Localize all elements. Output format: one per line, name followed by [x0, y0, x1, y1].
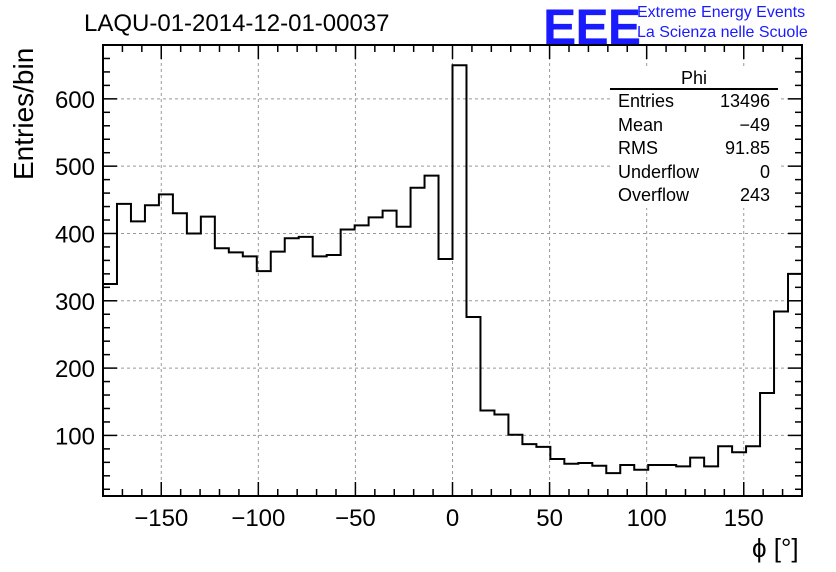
x-tick-label: 100	[627, 505, 667, 532]
stats-title: Phi	[610, 68, 778, 90]
x-tick-label: 150	[724, 505, 764, 532]
stats-row-entries: Entries 13496	[610, 90, 778, 114]
stats-label: Mean	[618, 114, 664, 135]
x-tick-label: 50	[536, 505, 563, 532]
y-tick-label: 100	[55, 423, 95, 450]
logo-text-line2: La Scienza nelle Scuole	[637, 24, 808, 41]
tick-labels: −150 −100 −50 0 50 100 150 100 200 300 400 500 600	[55, 87, 764, 532]
stats-value: 0	[759, 161, 770, 182]
stats-label: Entries	[618, 91, 675, 111]
stats-row-rms: RMS 91.85	[610, 137, 778, 161]
x-axis-label: ϕ [°]	[752, 533, 799, 563]
stats-row-underflow: Underflow 0	[610, 161, 778, 185]
x-tick-label: −100	[231, 505, 285, 532]
y-tick-label: 200	[55, 356, 95, 383]
x-tick-label: −50	[335, 505, 376, 532]
stats-value: 243	[739, 185, 770, 205]
y-tick-label: 400	[55, 221, 95, 248]
stats-row-mean: Mean −49	[610, 114, 778, 138]
axis-ticks	[102, 44, 803, 496]
stats-label: RMS	[618, 138, 658, 158]
stats-row-overflow: Overflow 243	[610, 184, 778, 208]
stats-box: Phi Entries 13496 Mean −49 RMS 91.85 Und…	[610, 68, 778, 208]
x-tick-label: −150	[134, 505, 188, 532]
histogram-series	[102, 64, 803, 496]
x-tick-label: 0	[446, 505, 459, 532]
y-tick-label: 300	[55, 289, 95, 316]
y-tick-label: 600	[55, 87, 95, 114]
stats-value: −49	[739, 114, 770, 135]
stats-label: Overflow	[618, 185, 690, 205]
y-axis-label: Entries/bin	[8, 47, 39, 180]
eee-logo: EEE	[543, 0, 641, 55]
stats-value: 13496	[719, 91, 770, 111]
stats-label: Underflow	[618, 161, 700, 182]
y-tick-label: 500	[55, 154, 95, 181]
stats-value: 91.85	[724, 138, 770, 158]
chart-title: LAQU-01-2014-12-01-00037	[84, 10, 390, 37]
logo-text-line1: Extreme Energy Events	[637, 4, 806, 21]
